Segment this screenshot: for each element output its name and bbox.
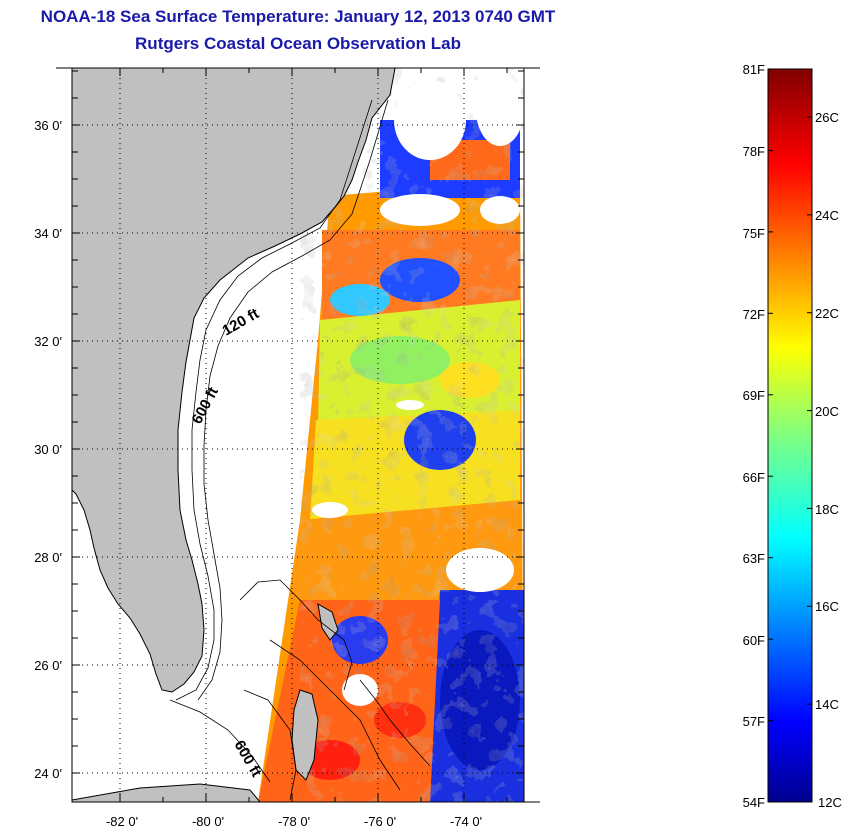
cb-f-75: 75F [743, 226, 765, 241]
lon-label-82: -82 0' [106, 814, 138, 829]
cb-f-63: 63F [743, 551, 765, 566]
bathymetry-contours [169, 99, 431, 801]
colorbar: 81F 78F 75F 72F 69F 66F 63F 60F 57F 54F … [743, 62, 842, 810]
lon-label-74: -74 0' [450, 814, 482, 829]
cb-f-66: 66F [743, 470, 765, 485]
cb-f-60: 60F [743, 633, 765, 648]
axis-ticks [56, 67, 540, 803]
cb-c-16: 16C [815, 599, 839, 614]
longitude-labels: -82 0' -80 0' -78 0' -76 0' -74 0' [106, 814, 482, 829]
lat-label-30: 30 0' [34, 442, 62, 457]
cb-c-14: 14C [815, 697, 839, 712]
map-title: NOAA-18 Sea Surface Temperature: January… [40, 7, 556, 26]
cb-c-12: 12C [818, 795, 842, 810]
lat-label-28: 28 0' [34, 550, 62, 565]
land-cuba [72, 783, 261, 802]
cb-f-78: 78F [743, 144, 765, 159]
cb-c-24: 24C [815, 208, 839, 223]
cb-f-69: 69F [743, 388, 765, 403]
land-southeast-us [72, 68, 396, 693]
lat-label-32: 32 0' [34, 334, 62, 349]
colorbar-gradient [767, 68, 813, 803]
cb-f-54: 54F [743, 795, 765, 810]
lon-label-80: -80 0' [192, 814, 224, 829]
cb-c-20: 20C [815, 404, 839, 419]
lon-label-76: -76 0' [364, 814, 396, 829]
map-subtitle: Rutgers Coastal Ocean Observation Lab [135, 34, 461, 53]
cb-c-26: 26C [815, 110, 839, 125]
lon-label-78: -78 0' [278, 814, 310, 829]
lat-label-24: 24 0' [34, 766, 62, 781]
cb-f-72: 72F [743, 307, 765, 322]
cb-f-81: 81F [743, 62, 765, 77]
graticule [72, 68, 524, 802]
land-bahamas [291, 689, 319, 781]
latitude-labels: 36 0' 34 0' 32 0' 30 0' 28 0' 26 0' 24 0… [34, 118, 62, 781]
lat-label-34: 34 0' [34, 226, 62, 241]
cb-c-22: 22C [815, 306, 839, 321]
lat-label-26: 26 0' [34, 658, 62, 673]
sst-swath [258, 68, 524, 802]
cb-f-57: 57F [743, 714, 765, 729]
land-grand-bahama [317, 603, 339, 641]
lat-label-36: 36 0' [34, 118, 62, 133]
cb-c-18: 18C [815, 502, 839, 517]
